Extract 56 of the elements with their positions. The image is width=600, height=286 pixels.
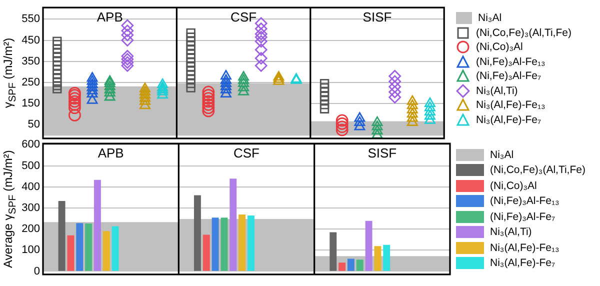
x-tick-label: CSF	[230, 10, 257, 25]
bar	[194, 195, 201, 271]
legend-label: Ni₃(Al,Fe)-Fe₁₃	[476, 99, 546, 112]
y-tick-label: 400	[22, 180, 40, 193]
legend-label: Ni₃(Al,Ti)	[490, 226, 532, 238]
bar	[347, 258, 354, 271]
bar	[94, 180, 101, 271]
x-tick-label: SISF	[362, 10, 392, 25]
legend-label: Ni₃(Al,Fe)-Fe₇	[490, 257, 556, 270]
bar	[112, 226, 119, 271]
x-tick-label: APB	[98, 146, 124, 161]
legend-label: (Ni,Co)₃Al	[490, 180, 537, 192]
bar	[383, 244, 390, 271]
legend-label: Ni₃(Al,Fe)-Fe₁₃	[490, 242, 560, 254]
bar	[67, 235, 74, 271]
legend-label: (Ni,Co)₃Al	[476, 41, 523, 54]
x-tick-label: APB	[96, 10, 123, 25]
y-tick-label: 150	[22, 98, 40, 110]
y-tick-label: 600	[22, 138, 40, 151]
bar	[365, 220, 372, 271]
bar	[356, 260, 364, 271]
bar	[85, 224, 92, 271]
bar	[238, 214, 246, 271]
y-tick-label: 100	[22, 244, 40, 256]
y-tick-label: 300	[22, 202, 40, 214]
bar	[247, 216, 254, 271]
legend-label: (Ni,Fe)₃Al-Fe₁₃	[490, 195, 560, 208]
bar	[220, 218, 228, 271]
y-tick-label: 450	[22, 34, 40, 46]
legend-label: Ni₃Al	[478, 12, 502, 24]
legend-label: Ni₃(Al,Fe)-Fe₇	[476, 114, 542, 126]
y-tick-label: 50	[28, 118, 40, 131]
bar	[230, 178, 237, 271]
bar	[374, 246, 382, 271]
legend-label: (Ni,Fe)₃Al-Fe₁₃	[476, 56, 546, 68]
legend-label: (Ni,Co,Fe)₃(Al,Ti,Fe)	[476, 26, 572, 39]
x-tick-label: SISF	[368, 146, 397, 161]
y-tick-label: 250	[22, 76, 40, 89]
legend-label: Ni₃Al	[490, 148, 514, 161]
y-tick-label: 200	[22, 223, 40, 236]
legend-label: (Ni,Fe)₃Al-Fe₇	[476, 70, 542, 82]
bar	[102, 231, 110, 271]
y-tick-label: 550	[22, 13, 40, 26]
bar	[76, 223, 84, 271]
bar	[58, 200, 66, 271]
legend-label: (Ni,Co,Fe)₃(Al,Ti,Fe)	[490, 164, 586, 176]
bar	[330, 232, 337, 271]
legend-label: (Ni,Fe)₃Al-Fe₇	[490, 210, 556, 223]
y-tick-label: 350	[22, 55, 40, 68]
bar	[338, 262, 346, 271]
y-tick-label: 500	[22, 160, 40, 172]
legend-label: Ni₃(Al,Ti)	[476, 84, 518, 97]
y-tick-label: 0	[34, 265, 40, 278]
x-tick-label: CSF	[234, 146, 260, 161]
bar	[202, 234, 210, 271]
bar	[212, 218, 219, 271]
